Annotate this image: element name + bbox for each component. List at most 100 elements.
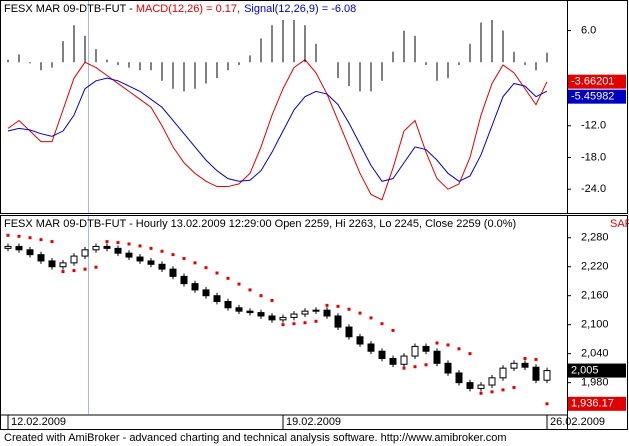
x-tick-label: 12.02.2009 (11, 416, 66, 428)
sar-dot (149, 246, 153, 250)
candle-body (477, 384, 485, 389)
candle-body (301, 310, 309, 315)
sar-dot (39, 238, 43, 242)
y-tick-label: -12.0 (581, 120, 606, 132)
sar-dot (424, 363, 428, 367)
candle-body (378, 350, 386, 359)
last-value-label: -5.45982 (571, 91, 614, 103)
candle-body (532, 366, 540, 381)
sar-dot (413, 365, 417, 369)
candle-body (367, 343, 375, 352)
candle-body (37, 254, 45, 262)
series-line (7, 58, 548, 201)
y-tick-label: 1,980 (581, 377, 609, 389)
sar-dot (479, 391, 483, 395)
candle-body (356, 336, 364, 345)
sar-dot (83, 267, 87, 271)
candle-body (466, 382, 474, 389)
last-value-box (568, 363, 626, 378)
sar-dot (303, 321, 307, 325)
candle-body (59, 262, 67, 268)
candle-body (136, 256, 144, 262)
sar-dot (468, 352, 472, 356)
macd-panel-frame (0, 0, 628, 214)
price-panel-frame (0, 215, 628, 430)
sar-dot (336, 304, 340, 308)
last-value-label: 1,936.17 (571, 398, 614, 410)
sar-dot (127, 242, 131, 246)
sar-dot (545, 402, 549, 406)
sar-dot (72, 269, 76, 273)
sar-dot (182, 257, 186, 261)
candle-body (4, 245, 12, 249)
sar-dot (248, 288, 252, 292)
sar-dot (501, 388, 505, 392)
candle-body (433, 350, 441, 364)
candle-body (235, 307, 243, 312)
y-tick-label: 2,040 (581, 348, 609, 360)
footer: Created with AmiBroker - advanced charti… (4, 432, 507, 444)
sar-dot (237, 282, 241, 286)
sar-dot (28, 236, 32, 240)
candle-body (15, 245, 23, 251)
last-value-box (568, 396, 626, 411)
sar-dot (358, 311, 362, 315)
sar-dot (138, 244, 142, 248)
candle-body (499, 367, 507, 379)
sar-dot (193, 261, 197, 265)
sar-dot (50, 240, 54, 244)
sar-dot (116, 241, 120, 245)
sar-dot (446, 343, 450, 347)
sar-dot (380, 322, 384, 326)
candle-body (70, 255, 78, 264)
sar-dot (292, 322, 296, 326)
sar-dot (490, 390, 494, 394)
sar-dot (94, 265, 98, 269)
candle-body (158, 263, 166, 270)
sar-dot (402, 366, 406, 370)
candle-body (26, 249, 34, 256)
sar-dot (534, 357, 538, 361)
y-tick-label: 6.0 (581, 24, 596, 36)
candle-body (202, 289, 210, 297)
sar-dot (61, 270, 65, 274)
candle-body (543, 370, 551, 381)
candle-body (147, 260, 155, 265)
candle-body (400, 355, 408, 365)
candle-body (334, 315, 342, 328)
last-value-box (568, 74, 626, 89)
sar-dot (105, 240, 109, 244)
sar-dot (226, 276, 230, 280)
candle-body (268, 315, 276, 321)
sar-dot (215, 271, 219, 275)
y-tick-label: 2,280 (581, 232, 609, 244)
candle-body (488, 377, 496, 386)
candle-body (455, 372, 463, 384)
candle-body (81, 249, 89, 257)
candle-body (257, 312, 265, 317)
sar-dot (281, 323, 285, 327)
sar-dot (314, 319, 318, 323)
macd-title: FESX MAR 09-DTB-FUT - MACD(12,26) = 0.17… (4, 3, 356, 15)
candle-body (125, 252, 133, 258)
candle-body (279, 316, 287, 321)
series-line (7, 77, 548, 182)
candle-body (521, 362, 529, 368)
candle-body (345, 326, 353, 338)
candle-body (180, 275, 188, 285)
y-tick-label: -24.0 (581, 183, 606, 195)
x-tick-label: 26.02.2009 (550, 416, 605, 428)
last-value-box (568, 89, 626, 104)
candle-body (48, 260, 56, 268)
candle-body (191, 283, 199, 291)
candle-body (312, 309, 320, 312)
sar-dot (204, 266, 208, 270)
candle-body (213, 295, 221, 302)
sar-dot (160, 249, 164, 253)
candle-body (444, 362, 452, 374)
sar-dot (457, 347, 461, 351)
candle-body (169, 268, 177, 277)
candle-body (411, 345, 419, 357)
y-tick-label: 2,220 (581, 261, 609, 273)
sar-dot (512, 385, 516, 389)
